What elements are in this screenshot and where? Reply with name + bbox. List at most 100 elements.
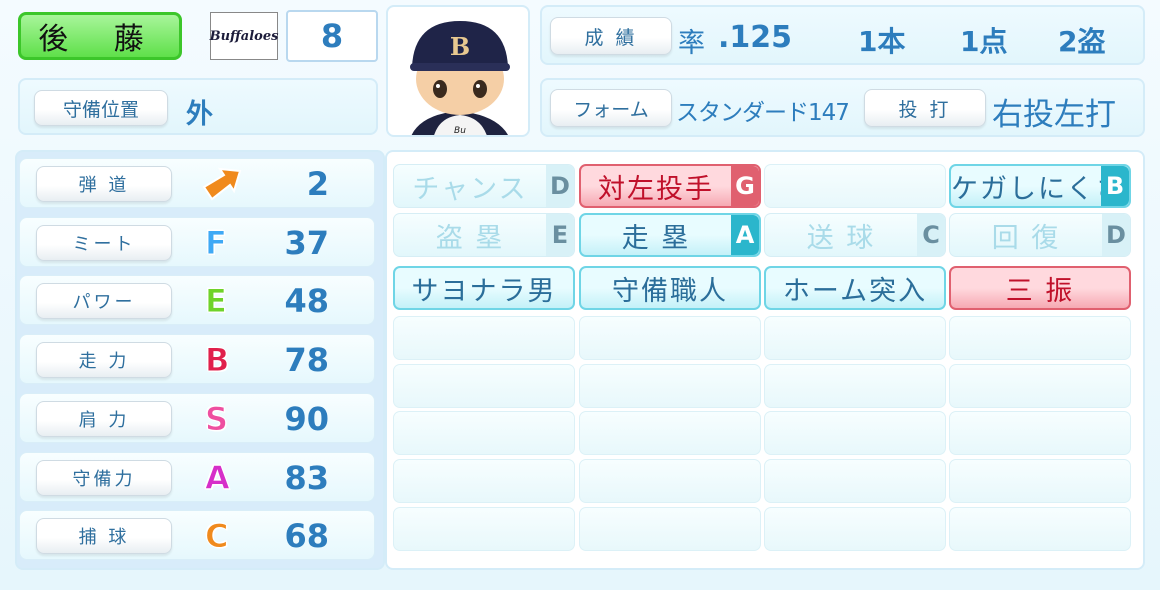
ability-grade: E: [546, 214, 574, 256]
ability-slot-empty[interactable]: [579, 316, 761, 360]
avg-label: 率: [678, 28, 705, 59]
record-row: 成 績 率 .125 1本 1点 2盗: [540, 5, 1145, 65]
ability-cell[interactable]: チャンス D: [393, 164, 575, 208]
ability-slot-empty[interactable]: [764, 459, 946, 503]
throw-bat-hand: 右投左打: [992, 97, 1116, 133]
stat-value: 37: [284, 223, 329, 262]
ability-slot-empty[interactable]: [764, 411, 946, 455]
ability-cell[interactable]: 守備職人: [579, 266, 761, 310]
stat-value: 2: [306, 165, 329, 203]
position-label[interactable]: 守備位置: [34, 90, 168, 126]
record-button[interactable]: 成 績: [550, 17, 672, 55]
ability-grade: C: [917, 214, 945, 256]
stat-row: 弾 道 2: [19, 158, 375, 208]
ability-cell[interactable]: 対左投手 G: [579, 164, 761, 208]
stat-value: 68: [284, 517, 329, 556]
batting-average: .125: [718, 20, 793, 55]
ability-slot-empty[interactable]: [949, 507, 1131, 551]
ability-slot-empty[interactable]: [764, 364, 946, 408]
ability-cell[interactable]: 三 振: [949, 266, 1131, 310]
grade-icon: A: [205, 458, 231, 497]
ability-label: 送 球: [806, 222, 876, 254]
stat-label[interactable]: 肩 力: [36, 400, 172, 437]
grade-icon: E: [205, 282, 228, 321]
ability-grade: D: [546, 165, 574, 207]
ability-slot-empty[interactable]: [949, 316, 1131, 360]
ability-slot-empty[interactable]: [579, 411, 761, 455]
stat-value: 48: [284, 282, 329, 321]
ability-cell[interactable]: サヨナラ男: [393, 266, 575, 310]
stat-label[interactable]: パワー: [36, 283, 172, 320]
svg-text:Bu: Bu: [454, 126, 466, 136]
ability-label: 走 塁: [621, 222, 691, 254]
team-logo: Buffaloes: [210, 12, 278, 60]
ability-slot-empty[interactable]: [393, 316, 575, 360]
stat-row: 捕 球 C 68: [19, 510, 375, 561]
stat-label[interactable]: 守備力: [36, 459, 172, 496]
player-face-avatar: Bu B: [386, 5, 530, 137]
ability-grade: G: [731, 166, 759, 206]
ability-slot-empty[interactable]: [393, 507, 575, 551]
stat-row: 肩 力 S 90: [19, 392, 375, 443]
ability-grade: B: [1101, 166, 1129, 206]
ability-label: ケガしにくさ: [951, 173, 1101, 205]
stat-value: 78: [284, 341, 329, 380]
stat-label[interactable]: 走 力: [36, 342, 172, 379]
ability-label: サヨナラ男: [411, 275, 557, 307]
rbi: 1点: [960, 25, 1008, 58]
stat-row: パワー E 48: [19, 275, 375, 326]
ability-grade: D: [1102, 214, 1130, 256]
home-runs: 1本: [858, 25, 906, 58]
ability-cell[interactable]: [764, 164, 946, 208]
ability-slot-empty[interactable]: [949, 364, 1131, 408]
ability-cell[interactable]: ホーム突入: [764, 266, 946, 310]
grade-icon: F: [205, 223, 228, 262]
stat-value: 83: [284, 458, 329, 497]
grade-icon: S: [204, 399, 229, 438]
ability-label: チャンス: [412, 173, 528, 205]
ability-label: ホーム突入: [782, 275, 928, 307]
stolen-bases: 2盗: [1058, 25, 1106, 58]
ability-slot-empty[interactable]: [764, 316, 946, 360]
ability-slot-empty[interactable]: [393, 459, 575, 503]
form-button[interactable]: フォーム: [550, 89, 672, 127]
hand-button[interactable]: 投 打: [864, 89, 986, 127]
player-name: 後 藤: [18, 12, 182, 60]
ability-label: 盗 塁: [435, 222, 505, 254]
stat-label[interactable]: ミート: [36, 224, 172, 261]
svg-text:B: B: [450, 32, 470, 61]
ability-slot-empty[interactable]: [579, 459, 761, 503]
ability-slot-empty[interactable]: [579, 507, 761, 551]
trajectory-arrow-icon: [202, 167, 242, 201]
ability-cell[interactable]: ケガしにくさB: [949, 164, 1131, 208]
ability-grade: A: [731, 215, 759, 255]
stat-value: 90: [284, 399, 329, 438]
ability-slot-empty[interactable]: [393, 364, 575, 408]
ability-slot-empty[interactable]: [764, 507, 946, 551]
position-value: 外: [186, 99, 213, 130]
stats-panel: 弾 道 2 ミート F 37 パワー E 48 走 力 B 78 肩 力 S 90 守備力 A 83 捕 球 C 68: [15, 150, 385, 570]
grade-icon: C: [204, 517, 229, 556]
grade-icon: B: [204, 341, 230, 380]
ability-slot-empty[interactable]: [579, 364, 761, 408]
form-row: フォーム スタンダード147 投 打 右投左打: [540, 78, 1145, 137]
stat-row: 守備力 A 83: [19, 451, 375, 502]
ability-label: 守備職人: [612, 275, 728, 307]
position-row: 守備位置 外: [18, 78, 378, 135]
stat-label[interactable]: 弾 道: [36, 166, 172, 202]
stat-row: 走 力 B 78: [19, 334, 375, 385]
ability-label: 対左投手: [598, 173, 714, 205]
stat-label[interactable]: 捕 球: [36, 518, 172, 555]
ability-label: 回 復: [991, 222, 1061, 254]
uniform-number: 8: [286, 10, 378, 62]
ability-label: 三 振: [1005, 275, 1075, 307]
ability-slot-empty[interactable]: [949, 411, 1131, 455]
abilities-panel: チャンス D 対左投手 G ケガしにくさB 盗 塁 E 走 塁 A 送 球 C 回 復 D サヨナラ男 守備…: [385, 150, 1145, 570]
ability-slot-empty[interactable]: [393, 411, 575, 455]
stat-row: ミート F 37: [19, 216, 375, 267]
ability-slot-empty[interactable]: [949, 459, 1131, 503]
